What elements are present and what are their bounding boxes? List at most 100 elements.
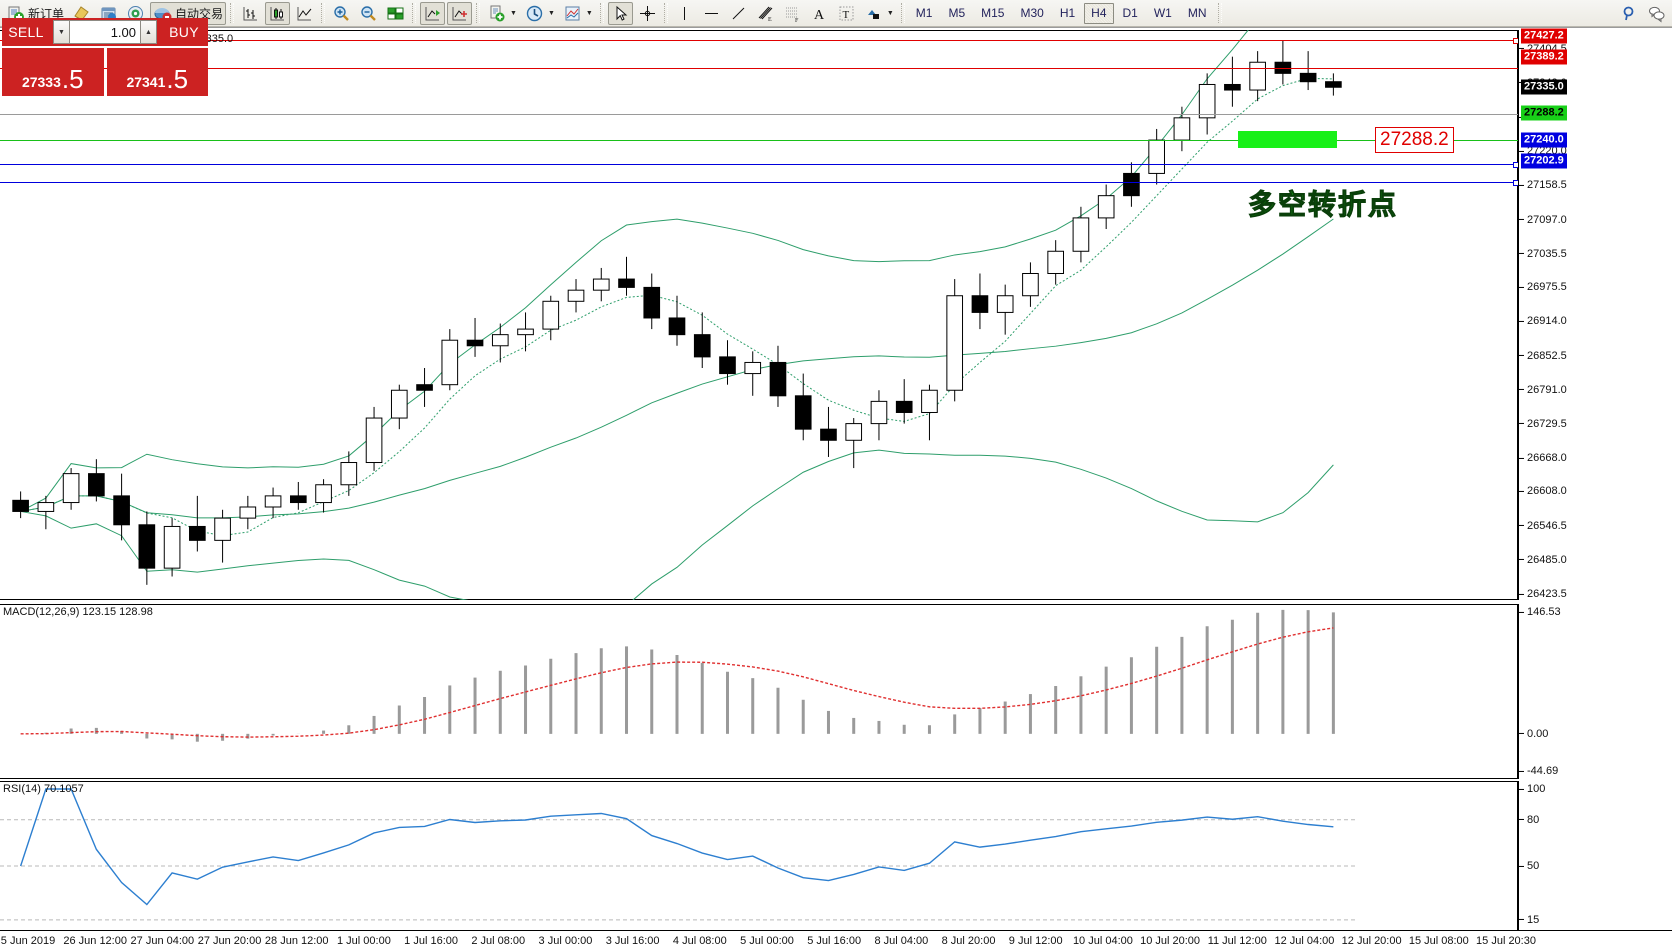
chart-autoscroll-button[interactable] bbox=[447, 1, 473, 25]
timeframe-h1[interactable]: H1 bbox=[1059, 6, 1076, 20]
buy-button[interactable]: BUY bbox=[160, 18, 208, 46]
one-click-trading-panel[interactable]: SELL ▼ 1.00 ▲ BUY 27333 .5 27341 .5 bbox=[2, 18, 208, 106]
timeframe-group: M1 M5 M15 M30 H1 H4 D1 W1 MN bbox=[908, 2, 1215, 24]
price-axis-tick: 26729.5 bbox=[1519, 418, 1672, 430]
chart-area[interactable]: DJ30 ,H4 27335.0 27335.0 27335.0 27335.0 bbox=[0, 27, 1672, 952]
price-pane[interactable]: DJ30 ,H4 27335.0 27335.0 27335.0 27335.0 bbox=[0, 28, 1672, 600]
timeframe-d1[interactable]: D1 bbox=[1122, 6, 1138, 20]
bar-chart-button[interactable] bbox=[238, 2, 263, 25]
vertical-line-button[interactable] bbox=[672, 2, 697, 25]
level-line-27202[interactable] bbox=[0, 180, 1518, 186]
time-axis-tick: 9 Jul 12:00 bbox=[1008, 935, 1063, 947]
periodicity-button[interactable]: ▼ bbox=[522, 2, 558, 25]
price-axis-tick: 26546.5 bbox=[1519, 520, 1672, 532]
candlestick-chart-button[interactable] bbox=[265, 1, 291, 25]
timeframe-mn[interactable]: MN bbox=[1187, 6, 1207, 20]
svg-text:A: A bbox=[814, 8, 825, 23]
line-chart-button[interactable] bbox=[292, 2, 317, 25]
timeframe-h4[interactable]: H4 bbox=[1084, 2, 1114, 24]
level-line-27288[interactable] bbox=[0, 140, 1518, 141]
timeframe-m1[interactable]: M1 bbox=[915, 6, 933, 20]
volume-dropdown-arrow-icon[interactable]: ▼ bbox=[53, 20, 70, 44]
level-line-27240[interactable] bbox=[0, 162, 1518, 168]
new-order-label: 新订单 bbox=[28, 6, 65, 21]
volume-input[interactable]: 1.00 bbox=[70, 20, 140, 44]
macd-axis: 146.53 0.00 -44.69 bbox=[1518, 604, 1672, 779]
volume-stepper[interactable]: ▼ 1.00 ▲ bbox=[50, 18, 160, 46]
macd-pane[interactable]: MACD(12,26,9) 123.15 128.98 146.53 0.00 -4… bbox=[0, 604, 1672, 779]
candlestick-chart-icon bbox=[268, 4, 287, 23]
templates-button[interactable]: ▼ bbox=[484, 2, 520, 25]
timeframe-m5[interactable]: M5 bbox=[948, 6, 966, 20]
buy-price-integer: 27341 bbox=[126, 74, 166, 90]
level-line-27389[interactable] bbox=[0, 68, 1518, 69]
zoom-in-icon bbox=[332, 4, 351, 23]
timeframe-w1[interactable]: W1 bbox=[1153, 6, 1172, 20]
trendline-button[interactable] bbox=[726, 2, 751, 25]
shapes-icon bbox=[864, 4, 883, 23]
equidistant-channel-button[interactable]: E bbox=[753, 2, 778, 25]
tile-windows-button[interactable] bbox=[383, 2, 408, 25]
sell-price[interactable]: 27333 .5 bbox=[2, 48, 104, 96]
sell-price-decimal: .5 bbox=[61, 64, 84, 94]
zoom-out-button[interactable] bbox=[356, 2, 381, 25]
price-axis-tick: 26485.0 bbox=[1519, 554, 1672, 566]
vertical-line-icon bbox=[675, 4, 694, 23]
level-line-27335[interactable] bbox=[0, 114, 1518, 115]
price-callout-box[interactable]: 27288.2 bbox=[1375, 127, 1454, 153]
time-axis-tick: 27 Jun 04:00 bbox=[130, 935, 195, 947]
price-series-layer bbox=[12, 30, 1342, 600]
fibonacci-retracement-button[interactable]: F bbox=[780, 2, 805, 25]
macd-label: MACD(12,26,9) 123.15 128.98 bbox=[3, 606, 153, 618]
zoom-in-button[interactable] bbox=[329, 2, 354, 25]
time-axis-tick: 15 Jul 20:30 bbox=[1476, 935, 1536, 947]
search-button[interactable] bbox=[1617, 2, 1642, 25]
time-axis-tick: 3 Jul 00:00 bbox=[538, 935, 593, 947]
rsi-axis-tick: 100 bbox=[1519, 783, 1672, 795]
buy-price[interactable]: 27341 .5 bbox=[106, 48, 208, 96]
volume-up-arrow-icon[interactable]: ▲ bbox=[140, 20, 157, 44]
price-axis-tick: 26423.5 bbox=[1519, 588, 1672, 600]
indicators-button[interactable]: ▼ bbox=[560, 2, 596, 25]
chevron-down-icon[interactable]: ▼ bbox=[585, 9, 593, 17]
chart-shift-icon bbox=[423, 4, 442, 23]
trade-panel-top-row: SELL ▼ 1.00 ▲ BUY bbox=[2, 18, 208, 46]
toolbar-separator bbox=[476, 3, 481, 23]
rsi-axis-tick: 50 bbox=[1519, 860, 1672, 872]
chevron-down-icon[interactable]: ▼ bbox=[886, 9, 894, 17]
rsi-series-layer bbox=[0, 788, 1358, 921]
time-axis-tick: 10 Jul 20:00 bbox=[1140, 935, 1201, 947]
text-object-button[interactable]: T bbox=[834, 2, 859, 25]
level-line-27427[interactable] bbox=[0, 38, 1518, 44]
equidistant-channel-icon: E bbox=[756, 4, 775, 23]
time-axis-tick: 5 Jun 2019 bbox=[0, 935, 56, 947]
horizontal-line-button[interactable] bbox=[699, 2, 724, 25]
chinese-annotation-text[interactable]: 多空转折点 bbox=[1247, 189, 1399, 221]
rsi-plot[interactable] bbox=[0, 781, 1518, 951]
macd-axis-tick: 146.53 bbox=[1519, 606, 1672, 618]
cursor-arrow-button[interactable] bbox=[607, 1, 633, 25]
price-axis-tick: 26975.5 bbox=[1519, 281, 1672, 293]
price-plot[interactable] bbox=[0, 30, 1518, 600]
price-axis[interactable]: 27404.527343.027281.527220.027158.527097… bbox=[1518, 28, 1672, 600]
price-axis-tick: 27035.5 bbox=[1519, 248, 1672, 260]
price-axis-tick: 26668.0 bbox=[1519, 452, 1672, 464]
crosshair-button[interactable] bbox=[635, 2, 660, 25]
text-label-button[interactable]: A bbox=[807, 2, 832, 25]
time-axis-tick: 2 Jul 08:00 bbox=[471, 935, 526, 947]
time-axis[interactable]: 5 Jun 2019 26 Jun 12:00 27 Jun 04:00 27 Jun… bbox=[0, 930, 1672, 952]
trade-panel-price-row: 27333 .5 27341 .5 bbox=[2, 48, 208, 96]
highlight-rectangle[interactable] bbox=[1238, 131, 1337, 148]
chat-button[interactable] bbox=[1644, 2, 1669, 25]
macd-plot[interactable] bbox=[0, 604, 1518, 779]
timeframe-m30[interactable]: M30 bbox=[1020, 6, 1044, 20]
chevron-down-icon[interactable]: ▼ bbox=[510, 9, 517, 17]
shapes-button[interactable]: ▼ bbox=[861, 2, 897, 25]
rsi-axis-tick: 80 bbox=[1519, 814, 1672, 826]
sell-button[interactable]: SELL bbox=[2, 18, 50, 46]
timeframe-m15[interactable]: M15 bbox=[981, 6, 1005, 20]
chart-shift-button[interactable] bbox=[420, 1, 446, 25]
chevron-down-icon[interactable]: ▼ bbox=[547, 9, 555, 17]
price-tag-order-line: 27389.2 bbox=[1521, 49, 1567, 65]
rsi-pane[interactable]: RSI(14) 70.1057 1008050150 bbox=[0, 781, 1672, 951]
